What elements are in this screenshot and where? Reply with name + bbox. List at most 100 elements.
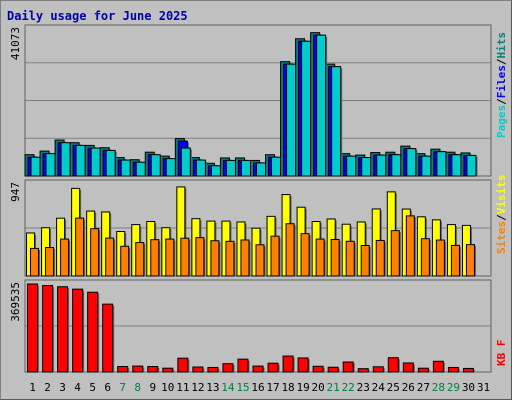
bar-kb-f-day-26: [402, 362, 414, 373]
x-tick-label-day-20: 20: [312, 381, 325, 394]
legend-item-sites: Sites: [495, 221, 508, 254]
bar-pages-day-27: [421, 155, 432, 177]
bar-sites-day-24: [375, 239, 385, 277]
bar-pages-day-24: [376, 154, 387, 177]
x-tick-label-day-28: 28: [432, 381, 445, 394]
bar-pages-day-26: [406, 148, 417, 177]
bar-kb-f-day-11: [177, 357, 189, 373]
x-tick-label-day-4: 4: [74, 381, 81, 394]
bar-kb-f-day-10: [162, 367, 174, 373]
x-tick-label-day-18: 18: [281, 381, 294, 394]
x-tick-label-day-29: 29: [447, 381, 460, 394]
bar-pages-day-15: [240, 159, 251, 177]
legend-item-pages: Pages: [495, 105, 508, 138]
bar-kb-f-day-17: [267, 362, 279, 373]
bar-sites-day-19: [300, 233, 310, 277]
bar-pages-day-8: [135, 161, 146, 177]
bar-pages-day-4: [75, 144, 86, 177]
bar-pages-day-2: [45, 153, 56, 177]
bar-kb-f-day-12: [192, 366, 204, 373]
ymax-label: 369535: [9, 282, 22, 322]
x-tick-label-day-31: 31: [477, 381, 490, 394]
bar-kb-f-day-30: [462, 367, 474, 373]
x-tick-label-day-24: 24: [372, 381, 386, 394]
bar-pages-day-7: [120, 159, 131, 177]
bar-pages-day-28: [436, 151, 447, 177]
bar-sites-day-15: [240, 239, 250, 277]
bar-sites-day-29: [450, 244, 460, 277]
bar-sites-day-26: [405, 215, 415, 277]
bar-kb-f-day-16: [252, 365, 264, 373]
bar-kb-f-day-21: [327, 366, 339, 373]
bar-pages-day-6: [105, 149, 116, 177]
bar-kb-f-day-20: [312, 365, 324, 373]
x-tick-label-day-26: 26: [402, 381, 415, 394]
x-tick-label-day-15: 15: [236, 381, 249, 394]
bar-pages-day-19: [301, 40, 312, 177]
legend-visits-sites: Sites/Visits: [495, 175, 508, 255]
bar-pages-day-23: [361, 157, 372, 177]
x-tick-label-day-30: 30: [462, 381, 475, 394]
legend-hits-files-pages: Pages/Files/Hits: [495, 32, 508, 138]
bar-sites-day-10: [165, 238, 175, 277]
x-tick-label-day-2: 2: [44, 381, 51, 394]
bar-kb-f-day-23: [357, 368, 369, 373]
bar-kb-f-day-27: [417, 367, 429, 373]
bar-kb-f-day-28: [432, 360, 444, 373]
bar-kb-f-day-13: [207, 366, 219, 373]
x-tick-label-day-12: 12: [191, 381, 204, 394]
legend-separator: /: [495, 58, 508, 65]
bar-pages-day-12: [195, 159, 206, 177]
legend-kbytes: KB F: [495, 340, 508, 367]
bar-sites-day-28: [435, 239, 445, 277]
bar-sites-day-12: [195, 237, 205, 277]
bar-sites-day-2: [45, 247, 55, 277]
bar-pages-day-17: [271, 156, 282, 177]
legend-item-visits: Visits: [495, 175, 508, 215]
legend-item-files: Files: [495, 65, 508, 98]
bar-sites-day-1: [30, 247, 40, 277]
x-tick-label-day-16: 16: [251, 381, 264, 394]
bar-pages-day-22: [346, 155, 357, 177]
bar-pages-day-14: [225, 159, 236, 177]
x-tick-label-day-10: 10: [161, 381, 174, 394]
bar-kb-f-day-22: [342, 361, 354, 373]
bar-pages-day-10: [165, 158, 176, 177]
bar-kb-f-day-29: [447, 366, 459, 373]
x-tick-label-day-21: 21: [327, 381, 340, 394]
x-tick-label-day-5: 5: [89, 381, 96, 394]
ymax-label: 947: [9, 182, 22, 202]
bar-sites-day-5: [90, 228, 100, 277]
x-tick-label-day-13: 13: [206, 381, 219, 394]
bar-sites-day-9: [150, 239, 160, 277]
bar-kb-f-day-14: [222, 363, 234, 373]
bar-kb-f-day-24: [372, 366, 384, 373]
x-tick-label-day-8: 8: [134, 381, 141, 394]
bar-kb-f-day-25: [387, 357, 399, 373]
bar-sites-day-30: [465, 244, 475, 277]
bar-pages-day-16: [256, 162, 266, 177]
x-tick-label-day-3: 3: [59, 381, 66, 394]
bar-kb-f-day-15: [237, 358, 249, 373]
x-tick-label-day-14: 14: [221, 381, 235, 394]
bar-sites-day-7: [120, 245, 130, 277]
ymax-label: 41073: [9, 27, 22, 60]
bar-kb-f-day-6: [102, 303, 114, 373]
bar-kb-f-day-18: [282, 355, 294, 373]
x-tick-label-day-6: 6: [104, 381, 111, 394]
bar-kb-f-day-3: [57, 286, 69, 373]
bar-sites-day-16: [255, 244, 265, 277]
bar-pages-day-20: [316, 34, 327, 177]
bar-sites-day-23: [360, 244, 370, 277]
x-tick-label-day-7: 7: [119, 381, 126, 394]
bar-kb-f-day-2: [42, 285, 54, 373]
legend-separator: /: [495, 214, 508, 221]
bar-pages-day-13: [210, 165, 221, 177]
x-tick-label-day-25: 25: [387, 381, 400, 394]
x-tick-label-day-11: 11: [176, 381, 189, 394]
bar-kb-f-day-19: [297, 357, 309, 373]
bar-pages-day-1: [30, 156, 41, 177]
bar-sites-day-14: [225, 240, 235, 277]
x-tick-label-day-19: 19: [296, 381, 309, 394]
